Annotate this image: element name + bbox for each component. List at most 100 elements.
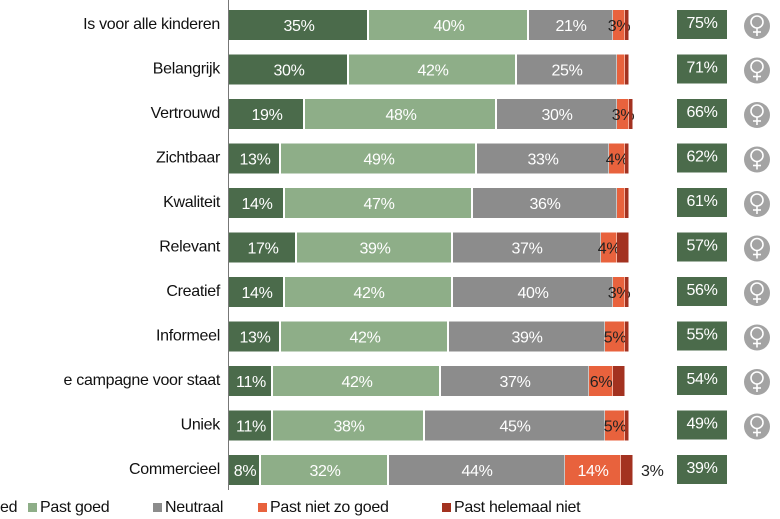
- bar-segment: [605, 321, 625, 352]
- category-label: Zichtbaar: [156, 150, 221, 167]
- bar-segment: [625, 321, 629, 352]
- data-label: 14%: [241, 196, 272, 213]
- data-label: 4%: [606, 152, 629, 169]
- total-box: [677, 455, 727, 484]
- data-label: 39%: [359, 241, 390, 258]
- female-icon-bg: [744, 146, 770, 173]
- bar-segment: [229, 54, 347, 85]
- data-label: 5%: [604, 419, 627, 436]
- bar-segment: [625, 10, 629, 40]
- data-label: 3%: [608, 285, 631, 302]
- bar-segment: [625, 188, 629, 218]
- bar-segment: [613, 277, 625, 307]
- female-icon-bg: [744, 235, 770, 262]
- bar-segment: [261, 455, 387, 485]
- female-icon-bg: [744, 369, 770, 395]
- bar-segment: [229, 277, 283, 307]
- total-box: [677, 143, 727, 173]
- data-label: 42%: [353, 285, 384, 302]
- bar-segment: [441, 366, 589, 396]
- bar-segment: [297, 232, 451, 263]
- data-label: 32%: [309, 463, 340, 480]
- bar-segment: [605, 410, 625, 441]
- total-label: 71%: [686, 60, 717, 77]
- data-label: 17%: [247, 241, 278, 258]
- data-label: 11%: [236, 374, 266, 391]
- data-label: 44%: [461, 463, 492, 480]
- data-label: 8%: [234, 463, 257, 480]
- data-label: 11%: [236, 419, 266, 436]
- category-label: Creatief: [166, 283, 220, 300]
- bar-segment: [285, 188, 471, 218]
- bar-segment: [229, 366, 271, 396]
- total-label: 55%: [686, 327, 717, 344]
- female-icon-bg: [744, 191, 770, 217]
- bar-segment: [477, 143, 609, 174]
- data-label: 14%: [241, 285, 272, 302]
- total-box: [677, 188, 727, 217]
- bar-segment: [273, 366, 439, 396]
- legend-swatch: [153, 503, 162, 512]
- bar-segment: [625, 410, 629, 441]
- female-icon-bg: [744, 324, 770, 351]
- legend-swatch: [442, 503, 451, 512]
- bar-segment: [617, 188, 625, 218]
- female-icon-bg: [744, 102, 770, 128]
- total-label: 75%: [686, 15, 717, 32]
- data-label: 42%: [349, 330, 380, 347]
- total-box: [677, 410, 727, 440]
- bar-segment: [425, 410, 605, 441]
- bar-segment: [625, 143, 629, 174]
- data-label: 33%: [527, 152, 558, 169]
- bar-segment: [389, 455, 565, 485]
- data-label: 49%: [363, 152, 394, 169]
- category-label: Informeel: [156, 328, 220, 345]
- bar-segment: [229, 188, 283, 218]
- data-label: 21%: [555, 18, 586, 35]
- data-label: 4%: [598, 241, 621, 258]
- data-label: 13%: [239, 152, 270, 169]
- bar-segment: [369, 10, 527, 40]
- legend-label: ed: [0, 499, 17, 516]
- legend-label: Past niet zo goed: [270, 499, 389, 516]
- total-label: 49%: [686, 416, 717, 433]
- data-label: 3%: [641, 463, 664, 480]
- data-label: 5%: [604, 330, 627, 347]
- bar-segment: [609, 143, 625, 174]
- female-icon-bg: [744, 13, 770, 39]
- bar-segment: [565, 455, 621, 485]
- total-box: [677, 321, 727, 351]
- data-label: 14%: [577, 463, 608, 480]
- data-label: 6%: [590, 374, 613, 391]
- data-label: 40%: [517, 285, 548, 302]
- bar-segment: [229, 321, 279, 352]
- data-label: 35%: [283, 18, 314, 35]
- data-label: 38%: [333, 419, 364, 436]
- legend-label: Past goed: [40, 499, 109, 516]
- bar-segment: [617, 54, 625, 85]
- bar-segment: [281, 321, 447, 352]
- bar-segment: [601, 232, 617, 263]
- total-label: 54%: [686, 371, 717, 388]
- legend-label: Past helemaal niet: [454, 499, 581, 516]
- legend-swatch: [258, 503, 267, 512]
- bar-segment: [229, 232, 295, 263]
- data-label: 37%: [511, 241, 542, 258]
- bar-segment: [229, 99, 303, 129]
- total-box: [677, 366, 727, 395]
- total-label: 66%: [686, 104, 717, 121]
- bar-segment: [285, 277, 451, 307]
- bar-segment: [473, 188, 617, 218]
- data-label: 42%: [417, 63, 448, 80]
- category-label: Is voor alle kinderen: [83, 16, 220, 33]
- data-label: 47%: [363, 196, 394, 213]
- bar-segment: [229, 10, 367, 40]
- data-label: 3%: [608, 18, 631, 35]
- female-icon-bg: [744, 280, 770, 306]
- bar-segment: [229, 410, 271, 441]
- data-label: 45%: [499, 419, 530, 436]
- data-label: 37%: [499, 374, 530, 391]
- data-label: 25%: [551, 63, 582, 80]
- category-label: Relevant: [159, 239, 221, 256]
- bar-segment: [305, 99, 495, 129]
